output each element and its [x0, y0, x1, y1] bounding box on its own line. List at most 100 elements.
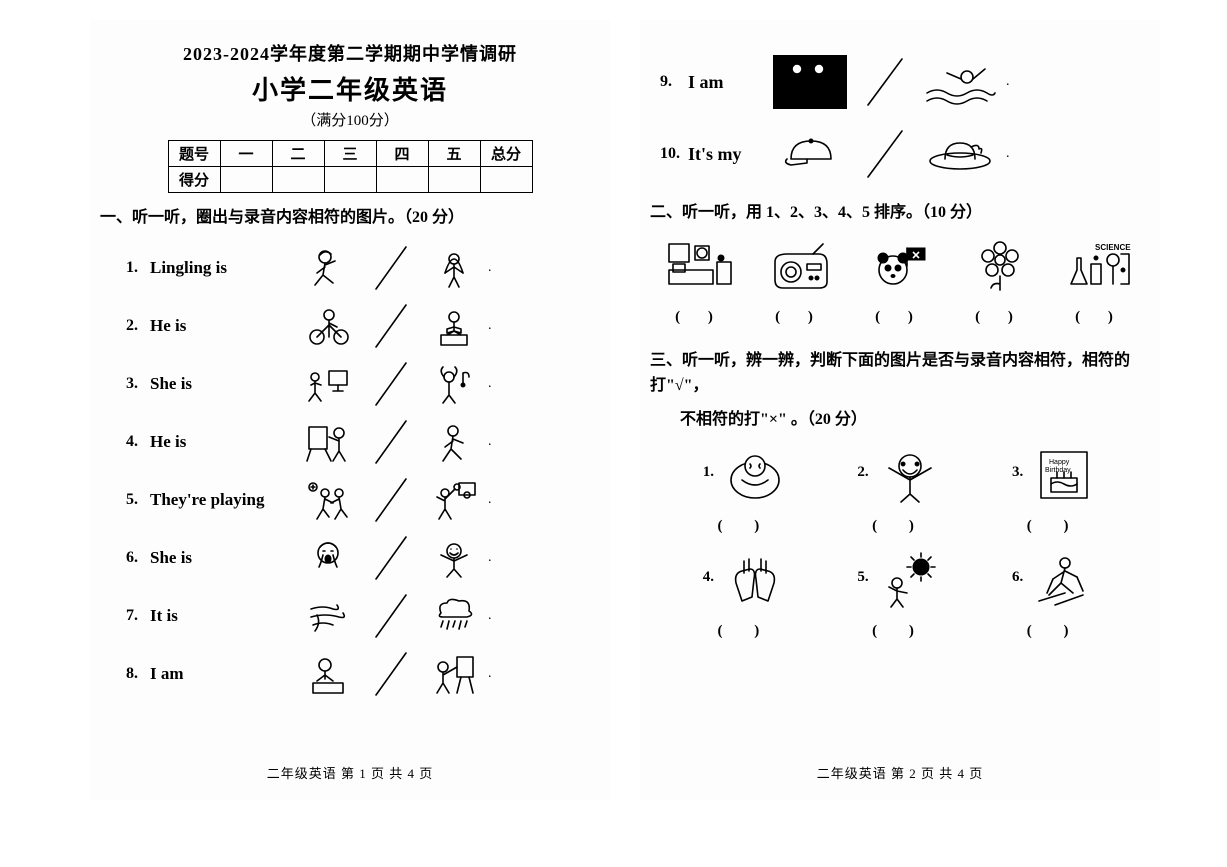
period-mark: . — [488, 434, 492, 450]
period-mark: . — [488, 492, 492, 508]
svg-text:Happy: Happy — [1049, 459, 1070, 466]
reading-boy-icon — [426, 304, 482, 348]
section-1-title: 一、听一听，圈出与录音内容相符的图片。（20 分） — [100, 205, 610, 231]
period-mark: . — [488, 376, 492, 392]
q-number: 1. — [703, 464, 714, 481]
slash-divider-icon — [356, 471, 426, 529]
q-text: He is — [150, 432, 300, 452]
period-mark: . — [488, 608, 492, 624]
bedroom-icon — [660, 240, 740, 297]
sec3-item-5: 5. — [840, 551, 960, 609]
q4-row: 4. He is . — [126, 419, 610, 465]
q-number: 9. — [660, 73, 688, 91]
q-text: He is — [150, 316, 300, 336]
science-lab-icon: SCIENCE — [1060, 240, 1140, 297]
happy-arms-up-icon — [877, 446, 943, 504]
header-full-score: （满分100分） — [90, 109, 610, 130]
slash-divider-icon — [356, 587, 426, 645]
table-row: 得分 — [168, 167, 532, 193]
slash-divider-icon — [356, 355, 426, 413]
slash-divider-icon — [356, 529, 426, 587]
radio-icon — [760, 240, 840, 297]
section-2-answer-blanks: ( ) ( ) ( ) ( ) ( ) — [650, 309, 1150, 326]
period-mark: . — [1006, 146, 1010, 162]
q-number: 2. — [857, 464, 868, 481]
q10-row: 10. It's my . — [660, 120, 1160, 188]
sunny-hot-icon — [877, 551, 943, 609]
section-3-title-a: 三、听一听，辨一辨，判断下面的图片是否与录音内容相符，相符的打"√"， — [650, 348, 1160, 399]
q-number: 3. — [1012, 464, 1023, 481]
flower-icon — [960, 240, 1040, 297]
panda-flag-icon — [860, 240, 940, 297]
writing-child-icon — [300, 652, 356, 696]
sec3-item-3: 3. HappyBirthday — [995, 446, 1115, 504]
singing-children-icon — [770, 53, 850, 111]
q-number: 6. — [1012, 569, 1023, 586]
period-mark: . — [488, 318, 492, 334]
page-1-footer: 二年级英语 第 1 页 共 4 页 — [90, 763, 610, 782]
score-blank-cell — [480, 167, 532, 193]
crying-girl-icon — [300, 536, 356, 580]
windy-weather-icon — [300, 594, 356, 638]
page-2: 9. I am . 10. It's my . 二、听一听，用 1、2、3、4、… — [640, 20, 1160, 800]
paren-blank: ( ) — [660, 309, 740, 326]
q2-row: 2. He is . — [126, 303, 610, 349]
skiing-person-icon — [1031, 551, 1097, 609]
score-blank-cell — [220, 167, 272, 193]
q-text: It is — [150, 606, 300, 626]
q7-row: 7. It is . — [126, 593, 610, 639]
q-number: 8. — [126, 665, 150, 683]
swimming-child-icon — [920, 53, 1000, 111]
sec3-item-6: 6. — [995, 551, 1115, 609]
exam-header: 2023-2024学年度第二学期期中学情调研 小学二年级英语 （满分100分） — [90, 40, 610, 130]
header-grade-subject: 小学二年级英语 — [90, 70, 610, 107]
page-2-footer: 二年级英语 第 2 页 共 4 页 — [640, 763, 1160, 782]
playing-football-icon — [300, 478, 356, 522]
paren-blank: ( ) — [760, 309, 840, 326]
slash-divider-icon — [356, 297, 426, 355]
q-number: 10. — [660, 145, 688, 163]
paren-blank: ( ) — [860, 309, 940, 326]
section-3-blanks-2: ( ) ( ) ( ) — [668, 623, 1132, 640]
skipping-rope-girl-icon — [426, 246, 482, 290]
slash-divider-icon — [356, 239, 426, 297]
sec3-item-1: 1. — [685, 446, 805, 504]
q-text: I am — [688, 72, 770, 93]
score-header-cell: 三 — [324, 141, 376, 167]
paren-blank: ( ) — [995, 623, 1115, 640]
drawing-child-icon — [426, 652, 482, 696]
slash-divider-icon — [356, 645, 426, 703]
sec3-item-4: 4. — [685, 551, 805, 609]
section-2-title: 二、听一听，用 1、2、3、4、5 排序。（10 分） — [650, 200, 1160, 226]
slash-divider-icon — [850, 53, 920, 111]
period-mark: . — [488, 666, 492, 682]
period-mark: . — [488, 550, 492, 566]
q9-row: 9. I am . — [660, 48, 1160, 116]
q-number: 7. — [126, 607, 150, 625]
cycling-boy-icon — [300, 304, 356, 348]
paren-blank: ( ) — [840, 518, 960, 535]
q-number: 4. — [703, 569, 714, 586]
paren-blank: ( ) — [685, 623, 805, 640]
section-3-row-2: 4. 5. 6. — [668, 551, 1132, 609]
walking-boy-icon — [426, 420, 482, 464]
happy-girl-icon — [426, 536, 482, 580]
clapping-hands-icon — [722, 551, 788, 609]
q-number: 5. — [857, 569, 868, 586]
q-text: She is — [150, 548, 300, 568]
q1-row: 1. Lingling is . — [126, 245, 610, 291]
birthday-card-icon: HappyBirthday — [1031, 446, 1097, 504]
svg-text:Birthday: Birthday — [1045, 467, 1071, 474]
score-header-cell: 五 — [428, 141, 480, 167]
sleeping-child-icon — [722, 446, 788, 504]
running-girl-icon — [300, 246, 356, 290]
q8-row: 8. I am . — [126, 651, 610, 697]
period-mark: . — [488, 260, 492, 276]
cap-icon — [770, 125, 850, 183]
score-header-cell: 一 — [220, 141, 272, 167]
header-year-term: 2023-2024学年度第二学期期中学情调研 — [90, 40, 610, 66]
q-number: 1. — [126, 259, 150, 277]
score-blank-cell — [428, 167, 480, 193]
page-1: 2023-2024学年度第二学期期中学情调研 小学二年级英语 （满分100分） … — [90, 20, 610, 800]
score-blank-cell — [272, 167, 324, 193]
